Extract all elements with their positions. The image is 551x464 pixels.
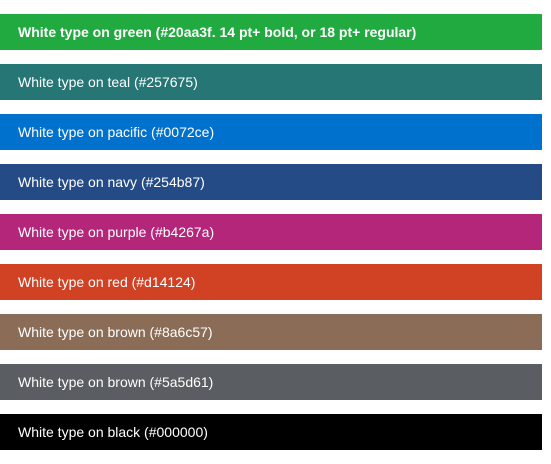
swatch-pacific: White type on pacific (#0072ce) <box>0 114 542 150</box>
swatch-purple: White type on purple (#b4267a) <box>0 214 542 250</box>
swatch-brown: White type on brown (#8a6c57) <box>0 314 542 350</box>
swatch-navy: White type on navy (#254b87) <box>0 164 542 200</box>
swatch-teal: White type on teal (#257675) <box>0 64 542 100</box>
swatch-black: White type on black (#000000) <box>0 414 542 450</box>
color-swatch-list: White type on green (#20aa3f. 14 pt+ bol… <box>0 14 542 464</box>
swatch-gray: White type on brown (#5a5d61) <box>0 364 542 400</box>
swatch-green: White type on green (#20aa3f. 14 pt+ bol… <box>0 14 542 50</box>
swatch-red: White type on red (#d14124) <box>0 264 542 300</box>
